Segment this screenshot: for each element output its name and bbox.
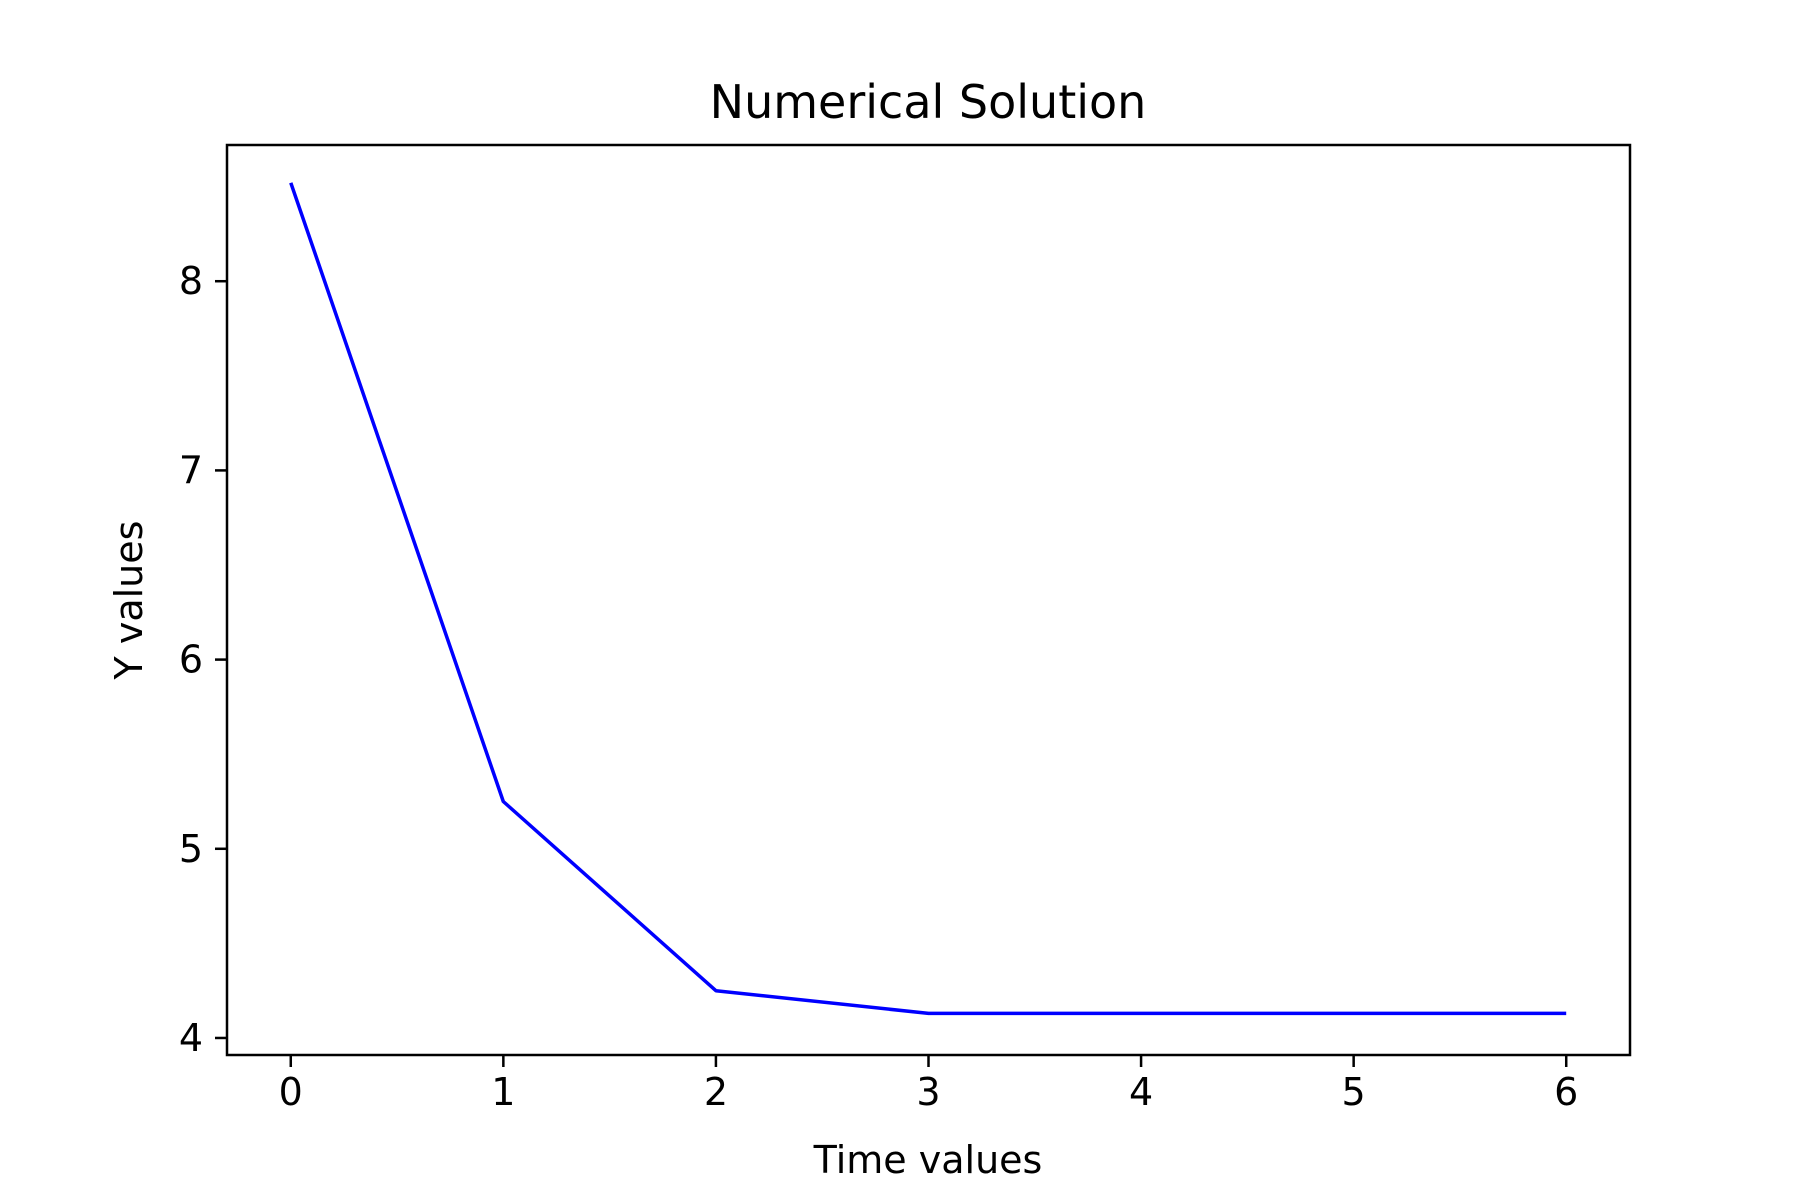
x-tick-label: 3 <box>916 1070 940 1114</box>
x-tick-label: 0 <box>279 1070 303 1114</box>
x-axis-label: Time values <box>813 1138 1043 1182</box>
y-tick-label: 7 <box>179 448 203 492</box>
series-layer <box>289 182 1567 1016</box>
x-tick-label: 6 <box>1554 1070 1578 1114</box>
x-tick-label: 5 <box>1342 1070 1366 1114</box>
y-axis-label: Y values <box>107 521 151 681</box>
x-tick-label: 1 <box>491 1070 515 1114</box>
x-axis-ticks: 0 1 2 3 4 5 6 <box>279 1055 1578 1114</box>
x-tick-label: 2 <box>704 1070 728 1114</box>
y-tick-label: 4 <box>179 1016 203 1060</box>
y-tick-label: 8 <box>179 259 203 303</box>
y-axis-ticks: 4 5 6 7 8 <box>179 259 227 1060</box>
x-tick-label: 4 <box>1129 1070 1153 1114</box>
series-line <box>289 182 1567 1016</box>
plot-area-frame <box>225 143 1632 1057</box>
y-tick-label: 5 <box>179 827 203 871</box>
chart-title: Numerical Solution <box>710 75 1147 129</box>
y-tick-label: 6 <box>179 638 203 682</box>
